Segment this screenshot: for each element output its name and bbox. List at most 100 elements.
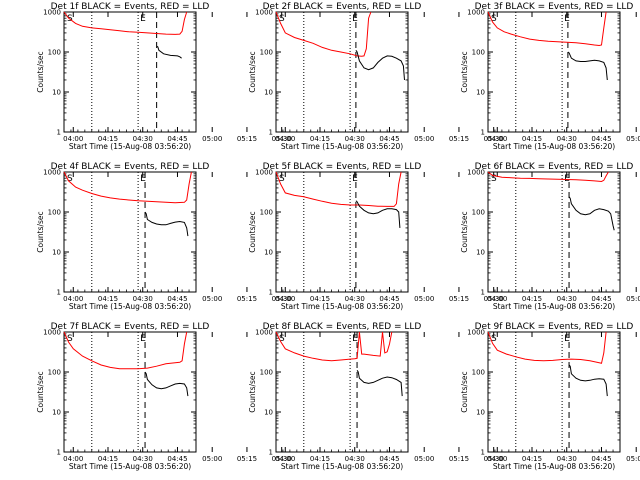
panel-7-plot-frame <box>63 331 197 453</box>
panel-7-x-tick-label: 04:30 <box>133 455 153 463</box>
panel-8-x-tick-label: 05:00 <box>414 455 434 463</box>
panel-8-start-marker: S <box>279 334 285 344</box>
panel-3-x-tick-label: 05:00 <box>626 135 640 143</box>
panel-1-title: Det 1f BLACK = Events, RED = LLD <box>51 2 210 12</box>
panel-5-start-marker: S <box>279 174 285 184</box>
panel-5-y-tick-label: 1 <box>269 289 273 297</box>
panel-2-y-tick-label: 1 <box>269 129 273 137</box>
panel-7-x-axis-label: Start Time (15-Aug-08 03:56:20) <box>69 462 191 471</box>
panel-9-x-tick-label: 04:30 <box>557 455 577 463</box>
panel-9-events-series-line <box>568 364 608 397</box>
panel-8-x-tick-label: 05:30 <box>484 455 504 463</box>
panel-8-x-tick-label: 05:15 <box>449 455 469 463</box>
panel-2-x-axis-label: Start Time (15-Aug-08 03:56:20) <box>281 142 403 151</box>
panel-1-x-tick-label: 04:45 <box>167 135 187 143</box>
panel-7-y-axis-label: Counts/sec <box>36 371 45 412</box>
panel-1-y-tick-label: 100 <box>48 49 61 57</box>
panel-2-y-tick-label: 100 <box>260 49 273 57</box>
panel-3-x-tick-label: 04:00 <box>487 135 507 143</box>
panel-8-y-tick-label: 1 <box>269 449 273 457</box>
panel-5-y-axis-label: Counts/sec <box>248 211 257 252</box>
panel-5-x-tick-label: 04:15 <box>310 295 330 303</box>
panel-3-y-tick-label: 100 <box>472 49 485 57</box>
panel-6-x-tick-label: 04:15 <box>522 295 542 303</box>
panel-1-y-axis-label: Counts/sec <box>36 51 45 92</box>
panel-5-plot-frame <box>275 171 409 293</box>
panel-5-end-marker: E <box>352 174 358 184</box>
panel-6-y-tick-label: 1 <box>481 289 485 297</box>
panel-9-x-tick-label: 04:45 <box>591 455 611 463</box>
panel-4-x-tick-label: 04:30 <box>133 295 153 303</box>
panel-6-title: Det 6f BLACK = Events, RED = LLD <box>475 162 634 172</box>
panel-6-x-tick-label: 04:30 <box>557 295 577 303</box>
panel-7-start-marker: S <box>67 334 73 344</box>
panel-4-x-tick-label: 05:30 <box>272 295 292 303</box>
panel-5-y-tick-label: 1000 <box>255 169 273 177</box>
panel-4-y-tick-label: 1000 <box>43 169 61 177</box>
panel-2-y-tick-label: 10 <box>264 89 273 97</box>
panel-1-x-tick-label: 04:30 <box>133 135 153 143</box>
panel-2-events-series-line <box>355 50 405 81</box>
panel-7-x-tick-label: 05:30 <box>272 455 292 463</box>
panel-9-y-tick-label: 100 <box>472 369 485 377</box>
panel-2-plot-frame <box>275 11 409 133</box>
panel-3-x-tick-label: 04:45 <box>591 135 611 143</box>
panel-1-x-axis-label: Start Time (15-Aug-08 03:56:20) <box>69 142 191 151</box>
panel-5-y-tick-label: 100 <box>260 209 273 217</box>
panel-8-y-tick-label: 100 <box>260 369 273 377</box>
panel-7-title: Det 7f BLACK = Events, RED = LLD <box>51 322 210 332</box>
panel-1-events-series-line <box>156 45 182 59</box>
panel-8-x-axis-label: Start Time (15-Aug-08 03:56:20) <box>281 462 403 471</box>
panel-5-x-tick-label: 05:15 <box>449 295 469 303</box>
panel-1-lld-series-line <box>63 11 188 35</box>
panel-8-x-tick-label: 04:45 <box>379 455 399 463</box>
panel-7-end-marker: E <box>140 334 146 344</box>
panel-6-y-tick-label: 1000 <box>467 169 485 177</box>
panel-9-lld-series-line <box>487 331 607 364</box>
panel-7-x-tick-label: 04:00 <box>63 455 83 463</box>
panel-6-lld-series-line <box>487 171 609 183</box>
panel-9-x-tick-label: 04:15 <box>522 455 542 463</box>
panel-3-x-tick-label: 04:15 <box>522 135 542 143</box>
panel-9-end-marker: E <box>564 334 570 344</box>
panel-9-y-axis-label: Counts/sec <box>460 371 469 412</box>
panel-6-x-tick-label: 05:00 <box>626 295 640 303</box>
panel-8-y-axis-label: Counts/sec <box>248 371 257 412</box>
panel-9-y-tick-label: 1 <box>481 449 485 457</box>
panel-4-x-tick-label: 05:00 <box>202 295 222 303</box>
panel-6-x-tick-label: 04:00 <box>487 295 507 303</box>
panel-1-y-tick-label: 1 <box>57 129 61 137</box>
panel-8-y-tick-label: 10 <box>264 409 273 417</box>
panel-7-x-tick-label: 05:00 <box>202 455 222 463</box>
panel-2-end-marker: E <box>352 14 358 24</box>
panel-2-y-tick-label: 1000 <box>255 9 273 17</box>
panel-3-y-axis-label: Counts/sec <box>460 51 469 92</box>
panel-4-y-tick-label: 10 <box>52 249 61 257</box>
panel-2-x-tick-label: 05:30 <box>484 135 504 143</box>
panel-4-plot-frame <box>63 171 197 293</box>
panel-2-y-axis-label: Counts/sec <box>248 51 257 92</box>
panel-3-y-tick-label: 10 <box>476 89 485 97</box>
panel-4-title: Det 4f BLACK = Events, RED = LLD <box>51 162 210 172</box>
panel-5-events-series-line <box>355 200 401 228</box>
panel-2-x-tick-label: 05:00 <box>414 135 434 143</box>
panel-1-x-tick-label: 05:30 <box>272 135 292 143</box>
panel-9-x-tick-label: 05:00 <box>626 455 640 463</box>
panel-8-x-tick-label: 04:30 <box>345 455 365 463</box>
panel-2-x-tick-label: 04:45 <box>379 135 399 143</box>
panel-8-y-tick-label: 1000 <box>255 329 273 337</box>
panel-4-x-axis-label: Start Time (15-Aug-08 03:56:20) <box>69 302 191 311</box>
panel-5-x-axis-label: Start Time (15-Aug-08 03:56:20) <box>281 302 403 311</box>
panel-4-start-marker: S <box>67 174 73 184</box>
panel-2-x-tick-label: 04:30 <box>345 135 365 143</box>
panel-1-x-tick-label: 05:15 <box>237 135 257 143</box>
panel-1-x-tick-label: 04:00 <box>63 135 83 143</box>
panel-7-x-tick-label: 04:45 <box>167 455 187 463</box>
panel-4-x-tick-label: 05:15 <box>237 295 257 303</box>
panel-7-events-series-line <box>144 371 189 397</box>
panel-4-lld-series-line <box>63 171 192 204</box>
panel-2-x-tick-label: 05:15 <box>449 135 469 143</box>
panel-3-plot-frame <box>487 11 621 133</box>
panel-3-lld-series-line <box>487 11 607 47</box>
